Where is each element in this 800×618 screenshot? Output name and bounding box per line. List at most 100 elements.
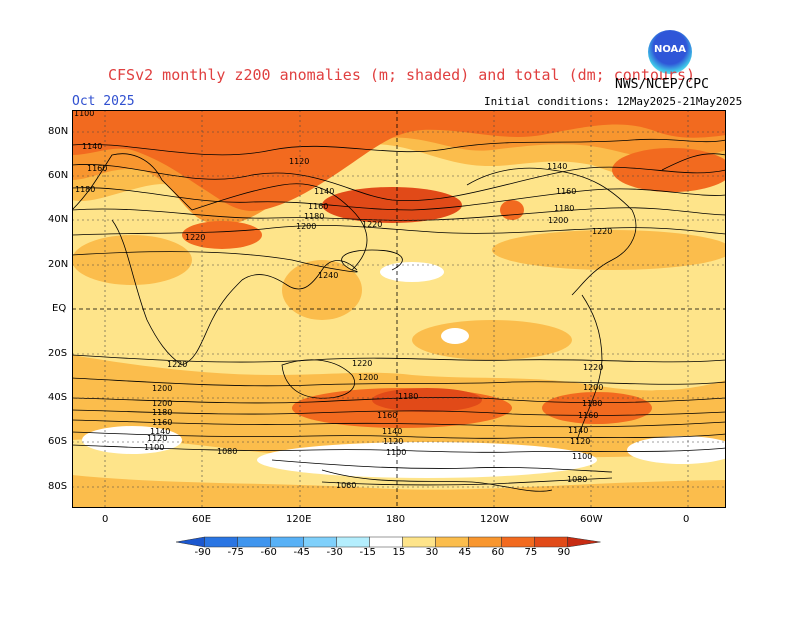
shade-30-45-asia-south bbox=[282, 260, 362, 320]
contour-label: 1100 bbox=[74, 110, 94, 118]
contour-label: 1220 bbox=[583, 363, 603, 372]
graticule bbox=[72, 110, 726, 508]
lon-label-0: 0 bbox=[102, 514, 109, 525]
contour-label: 1200 bbox=[296, 222, 316, 231]
contour-label: 1140 bbox=[568, 426, 588, 435]
shade-75-90-nw-pacific bbox=[322, 187, 462, 223]
noaa-logo: NOAA bbox=[648, 30, 692, 74]
lon-label-0-east: 0 bbox=[683, 514, 690, 525]
contour-label: 1160 bbox=[556, 187, 576, 196]
contour-label: 1160 bbox=[308, 202, 328, 211]
shade-60-75-south-atlantic bbox=[542, 392, 652, 424]
contour-label: 1140 bbox=[82, 142, 102, 151]
contour-label: 1220 bbox=[592, 227, 612, 236]
shade-30-45-tropical-east bbox=[492, 230, 726, 270]
contour-label: 1220 bbox=[167, 360, 187, 369]
shade-60-75-arctic bbox=[72, 110, 726, 211]
colorbar-swatch bbox=[270, 536, 304, 548]
chart-title: CFSv2 monthly z200 anomalies (m; shaded)… bbox=[108, 66, 695, 84]
credit-label: NWS/NCEP/CPC bbox=[615, 77, 709, 92]
contour-label: 1100 bbox=[572, 452, 592, 461]
colorbar-label: -75 bbox=[227, 547, 244, 558]
contour-label: 1180 bbox=[304, 212, 324, 221]
shade-neutral-southern-ocean bbox=[257, 442, 597, 478]
contour-label: 1240 bbox=[318, 271, 338, 280]
coastlines bbox=[72, 153, 726, 492]
contour-label: 1080 bbox=[217, 447, 237, 456]
contour-label: 1140 bbox=[382, 427, 402, 436]
lon-label-60e: 60E bbox=[192, 514, 212, 525]
lat-label-80n: 80N bbox=[48, 126, 69, 137]
lon-label-120e: 120E bbox=[286, 514, 312, 525]
contour-label: 1100 bbox=[144, 443, 164, 452]
colorbar-swatch bbox=[402, 536, 436, 548]
logo-text: NOAA bbox=[653, 44, 687, 55]
lat-label-20s: 20S bbox=[48, 348, 68, 359]
colorbar-label: 75 bbox=[524, 547, 538, 558]
lat-label-60n: 60N bbox=[48, 170, 69, 181]
shade-60-75-west-atlantic-ne bbox=[612, 148, 726, 192]
reference-lines bbox=[72, 110, 726, 508]
colorbar-swatch bbox=[468, 536, 502, 548]
lat-label-40n: 40N bbox=[48, 214, 69, 225]
shade-30-45-southern-cap bbox=[72, 475, 726, 508]
initial-conditions: Initial conditions: 12May2025-21May2025 bbox=[484, 95, 743, 108]
contour-label: 1200 bbox=[583, 383, 603, 392]
contour-label: 1160 bbox=[377, 411, 397, 420]
colorbar-swatch bbox=[204, 536, 238, 548]
height-contours bbox=[72, 138, 726, 486]
colorbar bbox=[176, 536, 601, 548]
contour-label: 1220 bbox=[185, 233, 205, 242]
lat-label-eq: EQ bbox=[52, 303, 67, 314]
map-frame bbox=[72, 110, 726, 508]
lon-label-180: 180 bbox=[386, 514, 406, 525]
colorbar-swatch bbox=[176, 536, 205, 548]
contour-label: 1220 bbox=[352, 359, 372, 368]
lat-label-20n: 20N bbox=[48, 259, 69, 270]
colorbar-swatch bbox=[501, 536, 535, 548]
contour-label: 1180 bbox=[152, 408, 172, 417]
shade-neutral-south-atlantic-east bbox=[627, 436, 726, 464]
contour-label: 1140 bbox=[150, 427, 170, 436]
contour-label: 1180 bbox=[554, 204, 574, 213]
colorbar-label: -15 bbox=[359, 547, 376, 558]
shade-45-60-pacific-nw bbox=[500, 200, 524, 220]
colorbar-swatch bbox=[237, 536, 271, 548]
colorbar-swatch bbox=[567, 536, 601, 548]
contour-label: 1180 bbox=[398, 392, 418, 401]
contour-label: 1060 bbox=[336, 481, 356, 490]
colorbar-label: 45 bbox=[458, 547, 472, 558]
contour-label: 1100 bbox=[386, 448, 406, 457]
colorbar-label: 15 bbox=[392, 547, 406, 558]
contour-label: 1200 bbox=[152, 399, 172, 408]
contour-label: 1120 bbox=[570, 437, 590, 446]
colorbar-swatch bbox=[534, 536, 568, 548]
shade-neutral-pacific-north bbox=[380, 262, 444, 282]
contour-label: 1160 bbox=[578, 411, 598, 420]
lat-label-60s: 60S bbox=[48, 436, 68, 447]
contour-label: 1200 bbox=[358, 373, 378, 382]
colorbar-swatch bbox=[336, 536, 370, 548]
shade-30-45-west-africa bbox=[72, 235, 192, 285]
shade-neutral-pacific-eq bbox=[441, 328, 469, 344]
contour-label: 1200 bbox=[152, 384, 172, 393]
contour-label: 1180 bbox=[75, 185, 95, 194]
contour-label: 1120 bbox=[289, 157, 309, 166]
contour-label: 1180 bbox=[582, 399, 602, 408]
contour-label: 1140 bbox=[547, 162, 567, 171]
shade-75-90-south-pacific-core bbox=[372, 388, 482, 412]
colorbar-label: -30 bbox=[326, 547, 343, 558]
colorbar-label: -60 bbox=[260, 547, 277, 558]
contour-label: 1140 bbox=[314, 187, 334, 196]
colorbar-label: 30 bbox=[425, 547, 439, 558]
contour-label: 1120 bbox=[147, 434, 167, 443]
lat-label-80s: 80S bbox=[48, 481, 68, 492]
contour-labels: 1140 1160 1180 1120 1140 1160 1180 1200 … bbox=[74, 110, 612, 490]
colorbar-label: 90 bbox=[557, 547, 571, 558]
lon-label-60w: 60W bbox=[580, 514, 603, 525]
colorbar-swatch bbox=[435, 536, 469, 548]
colorbar-swatch bbox=[303, 536, 337, 548]
contour-label: 1200 bbox=[548, 216, 568, 225]
anomaly-map: 1140 1160 1180 1120 1140 1160 1180 1200 … bbox=[72, 110, 726, 508]
lat-label-40s: 40S bbox=[48, 392, 68, 403]
